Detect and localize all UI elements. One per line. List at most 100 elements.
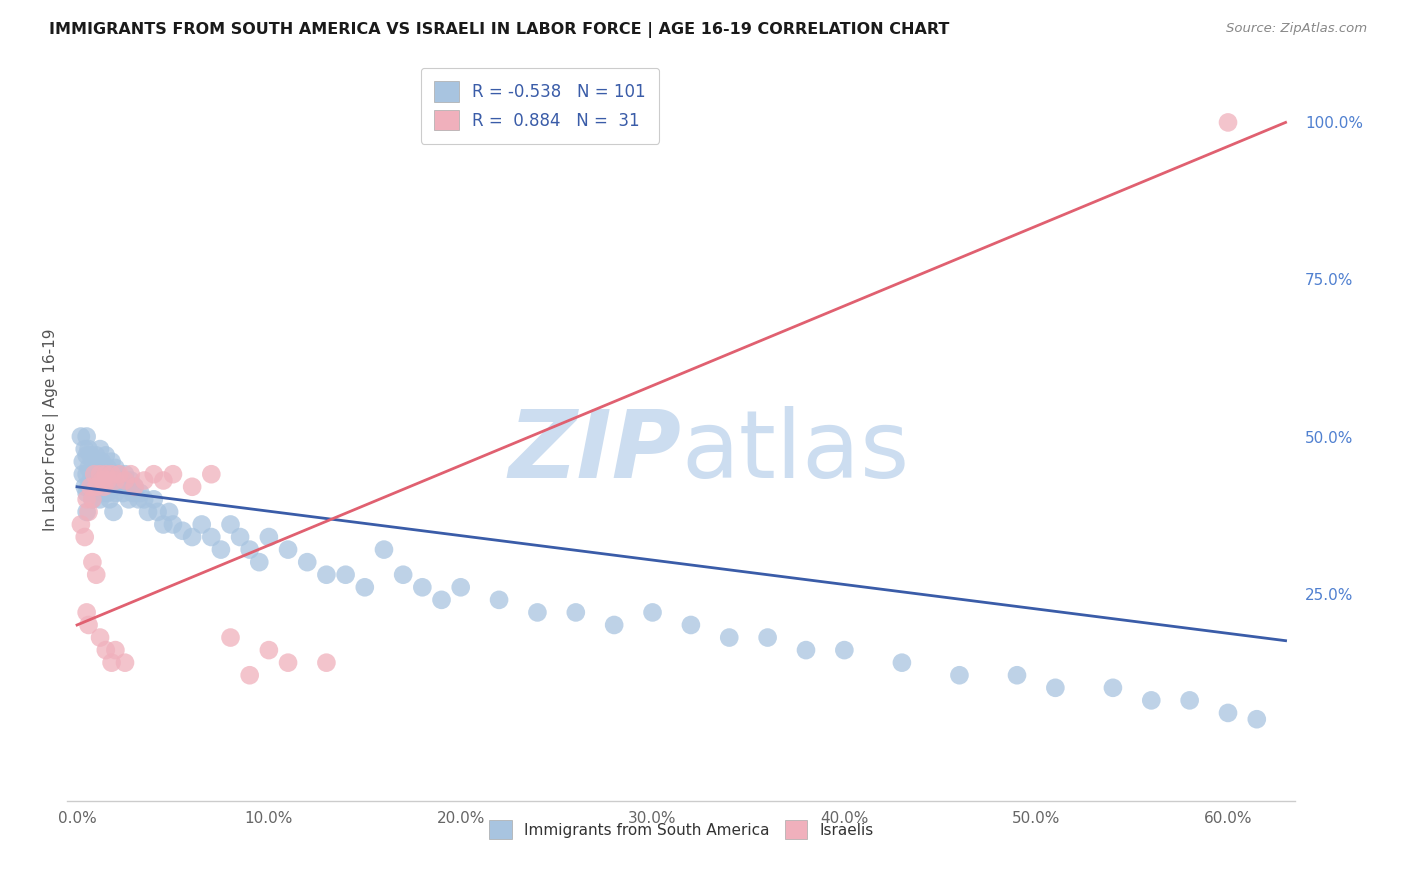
Point	[152, 517, 174, 532]
Point	[104, 461, 127, 475]
Point	[127, 492, 149, 507]
Point	[76, 492, 98, 507]
Point	[76, 449, 98, 463]
Point	[948, 668, 970, 682]
Point	[181, 530, 204, 544]
Point	[89, 442, 111, 456]
Point	[134, 492, 156, 507]
Point	[1216, 706, 1239, 720]
Point	[834, 643, 856, 657]
Point	[120, 467, 142, 482]
Point	[679, 618, 702, 632]
Point	[430, 592, 453, 607]
Point	[641, 606, 664, 620]
Point	[103, 505, 125, 519]
Text: Source: ZipAtlas.com: Source: ZipAtlas.com	[1226, 22, 1367, 36]
Point	[315, 656, 337, 670]
Point	[87, 455, 110, 469]
Point	[190, 517, 212, 532]
Point	[411, 580, 433, 594]
Point	[84, 567, 107, 582]
Point	[257, 643, 280, 657]
Point	[450, 580, 472, 594]
Point	[134, 474, 156, 488]
Point	[229, 530, 252, 544]
Text: ZIP: ZIP	[509, 407, 682, 499]
Point	[89, 467, 111, 482]
Point	[77, 442, 100, 456]
Point	[108, 480, 131, 494]
Point	[93, 461, 115, 475]
Point	[76, 467, 98, 482]
Point	[114, 467, 136, 482]
Point	[84, 467, 107, 482]
Point	[200, 467, 222, 482]
Point	[247, 555, 270, 569]
Point	[94, 449, 117, 463]
Point	[76, 486, 98, 500]
Point	[84, 486, 107, 500]
Point	[77, 461, 100, 475]
Point	[87, 480, 110, 494]
Point	[162, 517, 184, 532]
Text: atlas: atlas	[682, 407, 910, 499]
Point	[219, 631, 242, 645]
Point	[373, 542, 395, 557]
Point	[104, 474, 127, 488]
Point	[76, 429, 98, 443]
Point	[108, 467, 131, 482]
Point	[76, 505, 98, 519]
Point	[209, 542, 232, 557]
Point	[94, 474, 117, 488]
Point	[72, 467, 94, 482]
Point	[89, 467, 111, 482]
Text: IMMIGRANTS FROM SOUTH AMERICA VS ISRAELI IN LABOR FORCE | AGE 16-19 CORRELATION : IMMIGRANTS FROM SOUTH AMERICA VS ISRAELI…	[49, 22, 949, 38]
Point	[73, 442, 96, 456]
Point	[1102, 681, 1125, 695]
Point	[121, 486, 143, 500]
Point	[82, 474, 104, 488]
Point	[219, 517, 242, 532]
Point	[94, 467, 117, 482]
Point	[718, 631, 741, 645]
Point	[353, 580, 375, 594]
Point	[112, 486, 135, 500]
Point	[114, 474, 136, 488]
Point	[82, 455, 104, 469]
Point	[84, 449, 107, 463]
Point	[73, 530, 96, 544]
Point	[100, 467, 122, 482]
Point	[77, 480, 100, 494]
Point	[91, 455, 114, 469]
Point	[136, 505, 159, 519]
Point	[118, 492, 141, 507]
Point	[146, 505, 169, 519]
Point	[1246, 712, 1268, 726]
Point	[79, 480, 101, 494]
Point	[93, 486, 115, 500]
Point	[257, 530, 280, 544]
Point	[100, 656, 122, 670]
Point	[73, 480, 96, 494]
Point	[162, 467, 184, 482]
Point	[93, 480, 115, 494]
Point	[77, 505, 100, 519]
Point	[392, 567, 415, 582]
Point	[83, 467, 105, 482]
Point	[100, 480, 122, 494]
Point	[124, 480, 146, 494]
Point	[104, 486, 127, 500]
Point	[98, 492, 121, 507]
Point	[120, 474, 142, 488]
Point	[488, 592, 510, 607]
Point	[1045, 681, 1067, 695]
Point	[97, 474, 120, 488]
Point	[97, 461, 120, 475]
Point	[82, 555, 104, 569]
Point	[104, 643, 127, 657]
Point	[603, 618, 626, 632]
Point	[277, 542, 299, 557]
Point	[1216, 115, 1239, 129]
Point	[72, 455, 94, 469]
Point	[239, 668, 262, 682]
